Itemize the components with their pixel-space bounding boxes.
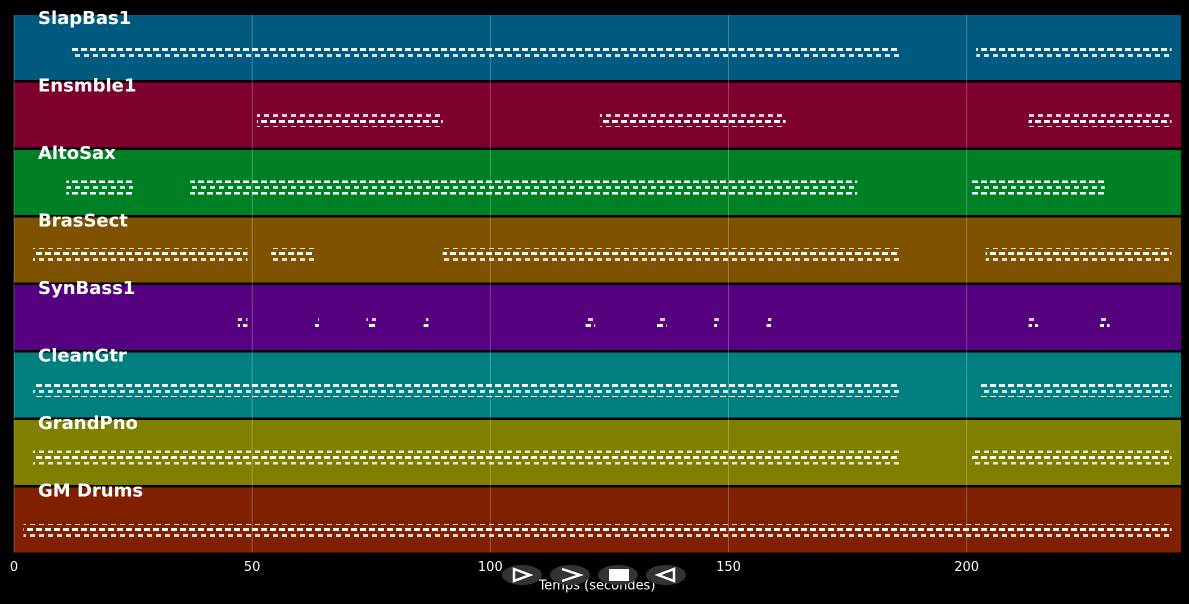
x-tick-label: 50 — [244, 560, 261, 575]
note-phrase — [980, 383, 1172, 397]
note-phrase — [256, 113, 443, 127]
note-phrase — [271, 248, 315, 262]
note-phrase — [1028, 315, 1039, 330]
note-phrase — [971, 180, 1105, 195]
note-phrase — [71, 45, 900, 60]
note-phrase — [971, 450, 1172, 465]
x-tick-label: 150 — [716, 560, 741, 575]
track-name: GrandPno — [38, 413, 138, 434]
note-phrase — [585, 315, 596, 330]
track-name: BrasSect — [38, 211, 128, 232]
note-phrase — [314, 315, 319, 330]
note-phrase — [714, 315, 719, 330]
note-phrase — [33, 450, 900, 465]
stop-icon — [609, 569, 629, 581]
note-phrase — [1028, 113, 1172, 127]
track-band — [14, 82, 1181, 148]
note-phrase — [66, 180, 134, 195]
note-phrase — [190, 180, 858, 195]
track-name: AltoSax — [38, 143, 116, 164]
note-phrase — [976, 45, 1172, 60]
note-phrase — [23, 524, 1172, 540]
note-phrase — [423, 315, 429, 330]
player-controls — [502, 565, 686, 585]
x-tick-label: 100 — [478, 560, 503, 575]
note-phrase — [766, 315, 772, 330]
track-name: SynBass1 — [38, 278, 135, 299]
note-phrase — [1100, 315, 1110, 330]
play-button[interactable] — [502, 565, 542, 585]
forward-button[interactable] — [550, 565, 590, 585]
note-phrase — [33, 383, 900, 397]
note-phrase — [237, 315, 248, 330]
forward-icon — [561, 567, 584, 583]
note-phrase — [366, 315, 377, 330]
note-phrase — [657, 315, 667, 330]
track-name: SlapBas1 — [38, 8, 131, 29]
track-name: Ensmble1 — [38, 76, 136, 97]
note-phrase — [442, 248, 900, 262]
track-name: GM Drums — [38, 481, 143, 502]
play-icon — [512, 567, 534, 583]
rewind-button[interactable] — [646, 565, 686, 585]
rewind-icon — [654, 567, 676, 583]
note-phrase — [985, 248, 1172, 262]
track-band — [14, 487, 1181, 553]
x-tick-label: 200 — [954, 560, 979, 575]
track-name: CleanGtr — [38, 346, 127, 367]
x-tick-label: 0 — [10, 560, 18, 575]
note-phrase — [33, 248, 248, 262]
note-phrase — [599, 113, 786, 127]
track-band — [14, 285, 1181, 350]
